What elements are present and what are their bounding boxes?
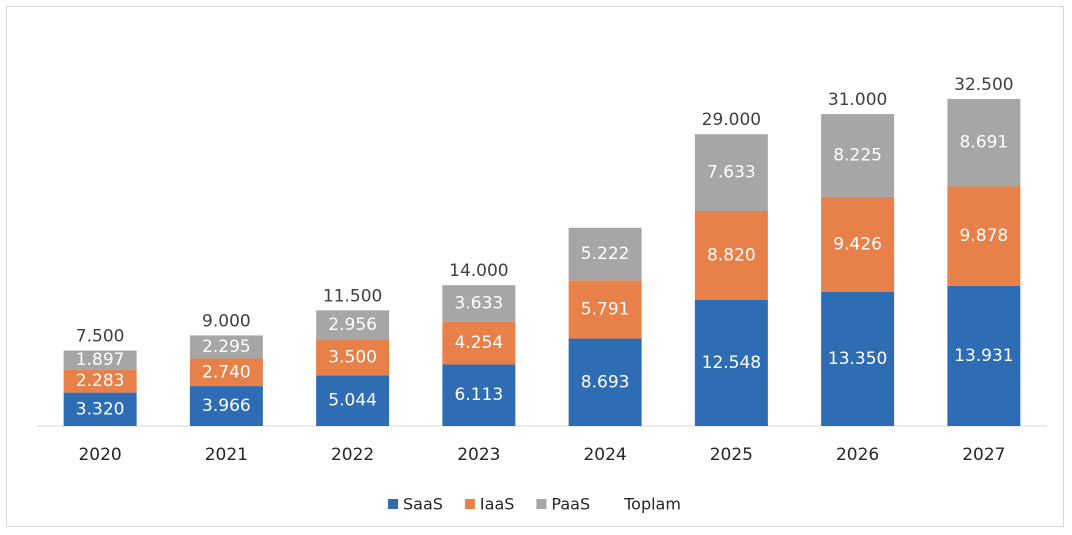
bar-saas-2025 (694, 299, 768, 426)
bar-iaas-2025 (694, 211, 768, 300)
bar-saas-2023 (442, 364, 516, 426)
bar-iaas-2021 (189, 358, 263, 387)
legend-label-saas: SaaS (403, 495, 443, 514)
bar-iaas-2023 (442, 321, 516, 365)
data-label-paas-2024: 5.222 (581, 244, 630, 264)
x-tick-label-2020: 2020 (78, 445, 121, 465)
data-label-saas-2026: 13.350 (828, 349, 887, 369)
x-tick-label-2024: 2024 (583, 445, 626, 465)
total-label-2026: 31.000 (828, 90, 887, 110)
bar-iaas-2027 (947, 186, 1021, 286)
bar-saas-2020 (63, 392, 137, 426)
data-label-iaas-2025: 8.820 (707, 245, 756, 265)
chart-frame: 3.320 2.283 1.897 7.500 2020 3.966 2.740 2.295 9… (6, 6, 1064, 527)
x-tick-label-2021: 2021 (205, 445, 248, 465)
total-label-2021: 9.000 (202, 311, 251, 331)
data-label-paas-2026: 8.225 (833, 145, 882, 165)
bar-iaas-2026 (821, 196, 895, 292)
data-label-paas-2025: 7.633 (707, 163, 756, 183)
bar-paas-2025 (694, 134, 768, 212)
bar-iaas-2020 (63, 369, 137, 393)
data-label-saas-2024: 8.693 (581, 372, 630, 392)
bar-paas-2026 (821, 114, 895, 197)
data-label-iaas-2023: 4.254 (455, 333, 504, 353)
legend-label-iaas: IaaS (480, 495, 514, 514)
bar-paas-2022 (316, 310, 390, 341)
bar-saas-2027 (947, 285, 1021, 426)
bar-saas-2022 (316, 375, 390, 426)
bar-saas-2024 (568, 338, 642, 426)
legend-swatch-saas (388, 499, 398, 509)
x-tick-label-2023: 2023 (457, 445, 500, 465)
bar-iaas-2024 (568, 280, 642, 339)
data-label-iaas-2026: 9.426 (833, 234, 882, 254)
legend-label-toplam: Toplam (623, 495, 681, 514)
data-label-saas-2021: 3.966 (202, 396, 251, 416)
x-tick-label-2025: 2025 (710, 445, 753, 465)
bar-paas-2021 (189, 335, 263, 359)
data-label-saas-2023: 6.113 (455, 385, 504, 405)
bar-paas-2023 (442, 285, 516, 322)
legend-swatch-paas (536, 499, 547, 509)
x-tick-label-2027: 2027 (962, 445, 1005, 465)
data-label-iaas-2020: 2.283 (76, 371, 125, 391)
data-label-saas-2025: 12.548 (702, 353, 761, 373)
total-label-2022: 11.500 (323, 286, 382, 306)
x-tick-label-2022: 2022 (331, 445, 374, 465)
bar-saas-2021 (189, 386, 263, 426)
bar-saas-2026 (821, 291, 895, 426)
data-label-paas-2020: 1.897 (76, 350, 125, 370)
bar-iaas-2022 (316, 340, 390, 376)
data-label-iaas-2022: 3.500 (328, 348, 377, 368)
data-label-saas-2022: 5.044 (328, 391, 377, 411)
data-label-iaas-2024: 5.791 (581, 299, 630, 319)
total-label-2020: 7.500 (76, 327, 125, 347)
data-label-saas-2027: 13.931 (954, 346, 1013, 366)
data-label-iaas-2027: 9.878 (960, 226, 1009, 246)
total-label-2023: 14.000 (449, 261, 508, 281)
legend-label-paas: PaaS (551, 495, 590, 514)
total-label-2025: 29.000 (702, 110, 761, 130)
bar-paas-2024 (568, 227, 642, 281)
data-label-iaas-2021: 2.740 (202, 362, 251, 382)
data-label-paas-2021: 2.295 (202, 337, 251, 357)
data-label-paas-2022: 2.956 (328, 315, 377, 335)
bar-paas-2027 (947, 99, 1021, 187)
total-label-2027: 32.500 (954, 75, 1013, 95)
legend-swatch-iaas (464, 499, 475, 509)
bar-paas-2020 (63, 350, 137, 370)
data-label-saas-2020: 3.320 (76, 399, 125, 419)
data-label-paas-2023: 3.633 (455, 293, 504, 313)
x-tick-label-2026: 2026 (836, 445, 879, 465)
data-label-paas-2027: 8.691 (960, 133, 1009, 153)
